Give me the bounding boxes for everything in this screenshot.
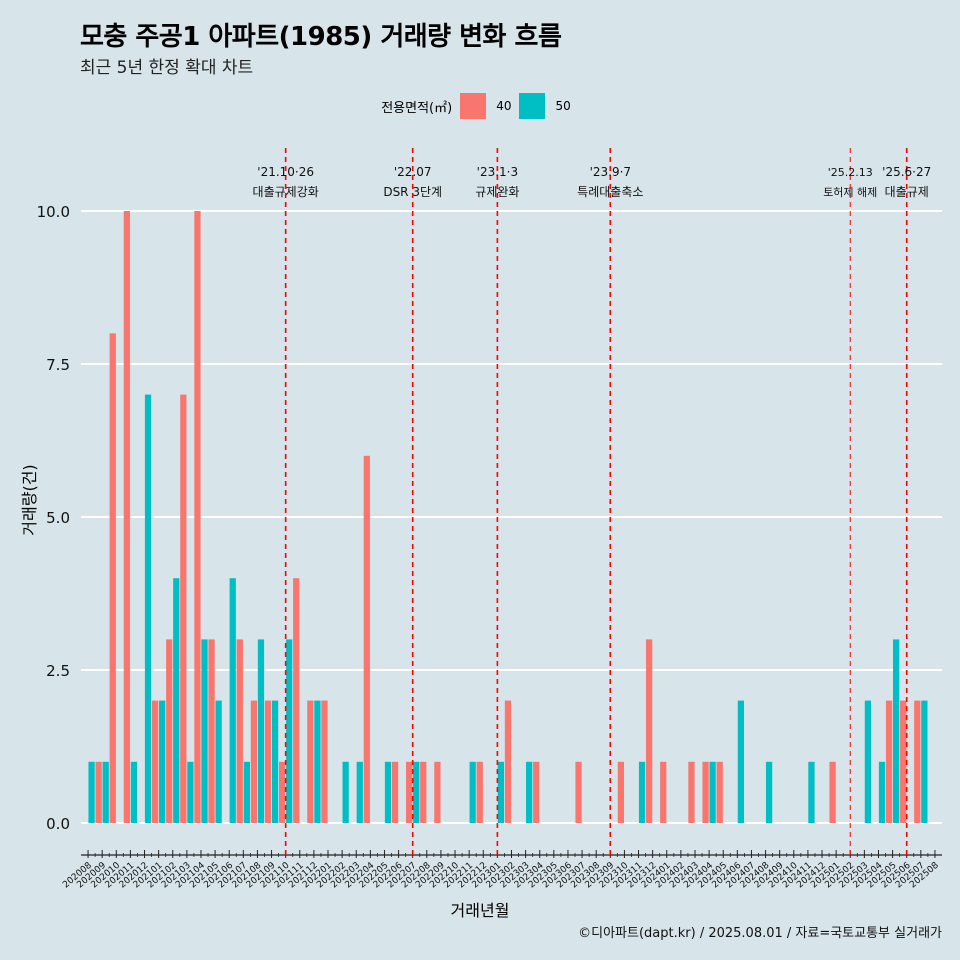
y-tick-label: 5.0 xyxy=(46,509,70,527)
bar-50 xyxy=(497,761,505,823)
event-date: '23.9·7 xyxy=(590,165,631,179)
bar-40 xyxy=(406,761,413,823)
bar-40 xyxy=(645,639,653,823)
legend-swatch-50 xyxy=(519,93,546,119)
bar-50 xyxy=(413,761,420,823)
bar-50 xyxy=(765,761,773,823)
bar-40 xyxy=(208,639,215,823)
y-tick-label: 7.5 xyxy=(46,356,70,374)
bar-40 xyxy=(617,761,625,823)
bar-50 xyxy=(144,394,152,823)
legend-swatch-40 xyxy=(460,93,487,119)
y-tick-label: 10.0 xyxy=(37,203,70,221)
bar-40 xyxy=(95,761,102,823)
bar-50 xyxy=(187,761,194,823)
bar-50 xyxy=(469,761,476,823)
bar-50 xyxy=(737,700,744,823)
bar-40 xyxy=(250,700,258,823)
source-caption: ©디아파트(dapt.kr) / 2025.08.01 / 자료=국토교통부 실… xyxy=(578,926,942,941)
event-label: DSR 3단계 xyxy=(383,185,442,199)
bar-50 xyxy=(526,761,533,823)
bar-40 xyxy=(321,700,328,823)
bar-50 xyxy=(215,700,222,823)
legend-label-40: 40 xyxy=(496,99,512,113)
legend-item-40: 40 xyxy=(460,93,511,119)
legend-title: 전용면적(㎡) xyxy=(381,100,453,116)
event-date: '23.1·3 xyxy=(477,165,518,179)
bar-50 xyxy=(173,578,180,823)
bar-40 xyxy=(575,761,582,823)
chart-subtitle: 최근 5년 한정 확대 차트 xyxy=(80,58,254,78)
bar-50 xyxy=(808,761,815,823)
event-label: 대출규제 xyxy=(885,185,929,199)
bar-40 xyxy=(236,639,243,823)
bar-50 xyxy=(314,700,321,823)
bar-50 xyxy=(159,700,166,823)
event-date: '25.2.13 xyxy=(828,166,873,179)
bar-40 xyxy=(660,761,667,823)
bar-40 xyxy=(151,700,159,823)
event-date: '21.10·26 xyxy=(257,165,314,179)
bar-40 xyxy=(900,700,907,823)
y-tick-label: 0.0 xyxy=(46,815,70,833)
bar-40 xyxy=(829,761,836,823)
y-tick-label: 2.5 xyxy=(46,662,70,680)
bar-40 xyxy=(533,761,540,823)
bar-50 xyxy=(864,700,872,823)
bar-40 xyxy=(180,394,187,823)
x-axis-label: 거래년월 xyxy=(450,901,510,920)
legend-label-50: 50 xyxy=(555,99,571,113)
bar-40 xyxy=(264,700,272,823)
bar-40 xyxy=(914,700,921,823)
legend-item-50: 50 xyxy=(519,93,571,119)
legend: 전용면적(㎡) 40 50 xyxy=(0,93,960,119)
bar-40 xyxy=(885,700,893,823)
bar-50 xyxy=(878,761,886,823)
bar-50 xyxy=(286,639,293,823)
event-date: '25.6·27 xyxy=(882,165,931,179)
bar-40 xyxy=(293,578,300,823)
bar-40 xyxy=(307,700,314,823)
event-label: 특례대출축소 xyxy=(577,185,643,199)
event-date: '22.07 xyxy=(394,165,432,179)
event-label: 규제완화 xyxy=(475,185,519,199)
bar-50 xyxy=(921,700,928,823)
bar-50 xyxy=(201,639,208,823)
bar-40 xyxy=(391,761,399,823)
bar-50 xyxy=(88,761,95,823)
bar-40 xyxy=(476,761,483,823)
bar-40 xyxy=(716,761,723,823)
bar-40 xyxy=(688,761,695,823)
bar-40 xyxy=(123,211,131,823)
bar-40 xyxy=(420,761,427,823)
bar-40 xyxy=(279,761,286,823)
bar-50 xyxy=(638,761,646,823)
bar-40 xyxy=(109,333,116,823)
bar-50 xyxy=(257,639,265,823)
bar-50 xyxy=(271,700,279,823)
bar-50 xyxy=(130,761,138,823)
event-label: 토허제 해제 xyxy=(823,185,877,199)
event-label: 대출규제강화 xyxy=(253,185,319,199)
bar-50 xyxy=(243,761,250,823)
bar-50 xyxy=(709,761,716,823)
bar-40 xyxy=(434,761,441,823)
bar-50 xyxy=(384,761,392,823)
bar-50 xyxy=(892,639,900,823)
bar-50 xyxy=(229,578,236,823)
bar-40 xyxy=(194,211,201,823)
bar-40 xyxy=(504,700,512,823)
chart-title: 모충 주공1 아파트(1985) 거래량 변화 흐름 xyxy=(80,22,562,52)
bar-40 xyxy=(166,639,173,823)
bar-50 xyxy=(102,761,109,823)
bar-50 xyxy=(356,761,363,823)
bar-50 xyxy=(342,761,349,823)
y-axis-label: 거래량(건) xyxy=(20,464,39,536)
bar-40 xyxy=(363,455,370,823)
bar-40 xyxy=(702,761,709,823)
